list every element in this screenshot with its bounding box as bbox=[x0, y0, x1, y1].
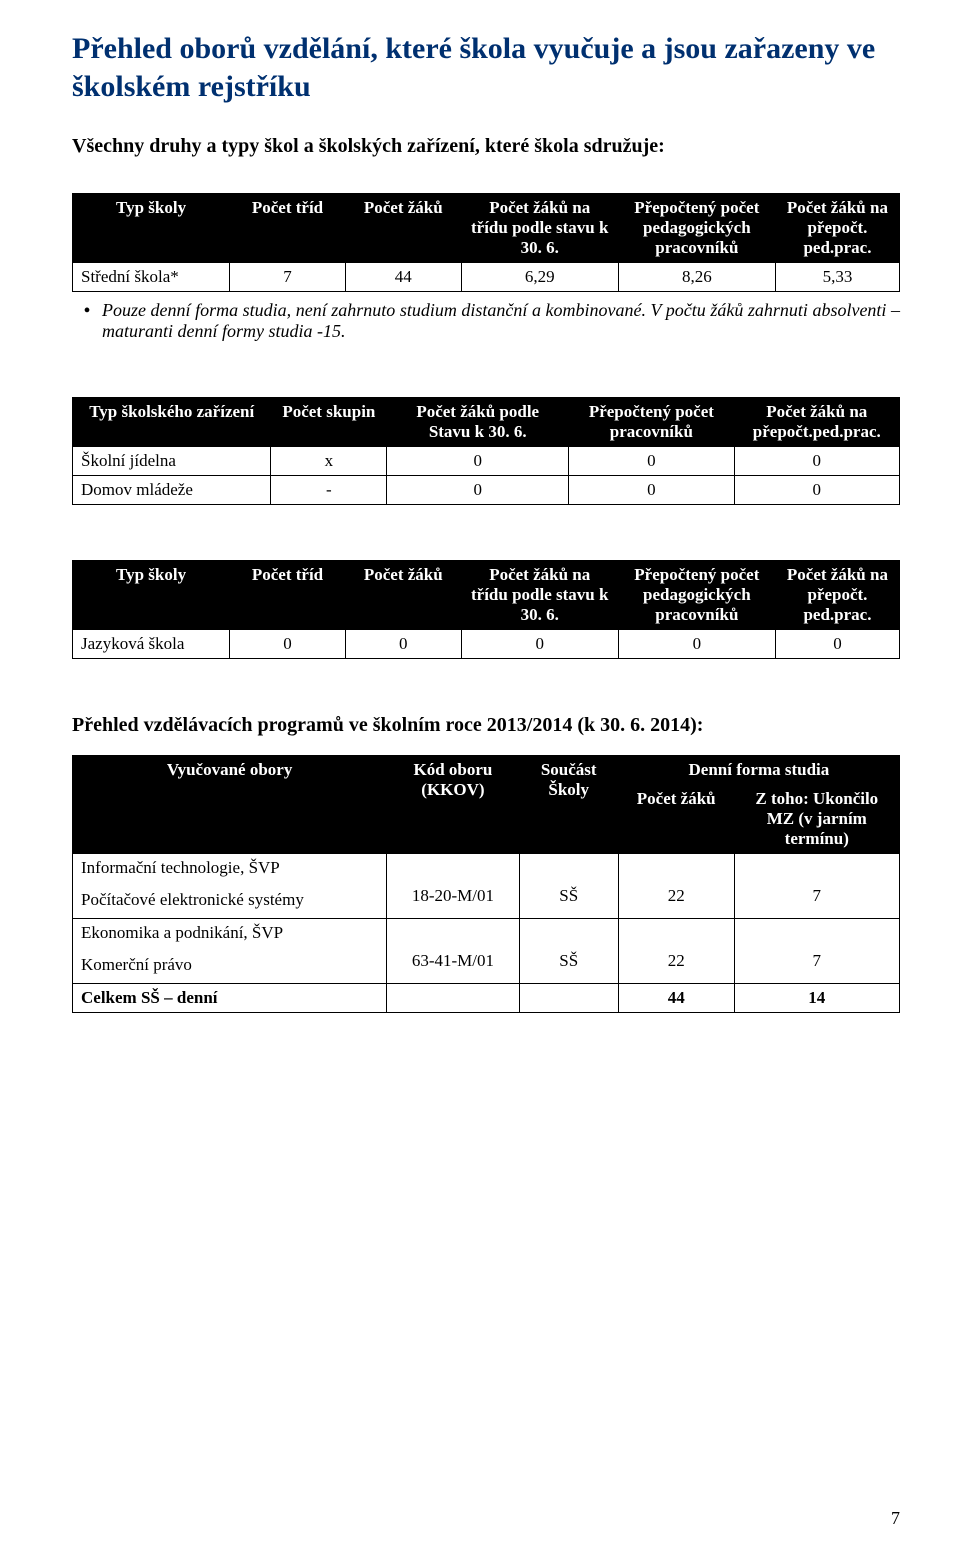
t1-r0-c1: 7 bbox=[230, 263, 346, 292]
t3-h3: Počet žáků na třídu podle stavu k 30. 6. bbox=[461, 561, 618, 630]
t2-h1: Počet skupin bbox=[271, 398, 387, 447]
language-school-table: Typ školy Počet tříd Počet žáků Počet žá… bbox=[72, 560, 900, 659]
pt-r3-c4: 7 bbox=[734, 947, 899, 984]
pt-r2-c4 bbox=[734, 919, 899, 948]
pt-r1-c3: 22 bbox=[618, 882, 734, 919]
t2-r0-c1: x bbox=[271, 447, 387, 476]
t3-r0-c2: 0 bbox=[345, 630, 461, 659]
pt-r4-c4: 14 bbox=[734, 984, 899, 1013]
t3-h2: Počet žáků bbox=[345, 561, 461, 630]
pt-r3-c3: 22 bbox=[618, 947, 734, 984]
t2-r0-c0: Školní jídelna bbox=[73, 447, 271, 476]
school-type-table: Typ školy Počet tříd Počet žáků Počet žá… bbox=[72, 193, 900, 292]
t1-r0-c2: 44 bbox=[345, 263, 461, 292]
pt-r1-c0: Počítačové elektronické systémy bbox=[73, 882, 387, 919]
pt-r0-c1 bbox=[387, 854, 519, 883]
t1-r0-c4: 8,26 bbox=[618, 263, 775, 292]
t1-h4: Přepočtený počet pedagogických pracovník… bbox=[618, 194, 775, 263]
t3-r0-c3: 0 bbox=[461, 630, 618, 659]
pt-r0-c2 bbox=[519, 854, 618, 883]
t3-h5: Počet žáků na přepočt. ped.prac. bbox=[775, 561, 899, 630]
pt-r4-c2 bbox=[519, 984, 618, 1013]
pt-r1-c2: SŠ bbox=[519, 882, 618, 919]
t2-r0-c4: 0 bbox=[734, 447, 899, 476]
footnote-text: Pouze denní forma studia, není zahrnuto … bbox=[102, 300, 900, 342]
t3-r0-c1: 0 bbox=[230, 630, 346, 659]
t2-r0-c2: 0 bbox=[387, 447, 569, 476]
pt-r4-c3: 44 bbox=[618, 984, 734, 1013]
t1-r0-c3: 6,29 bbox=[461, 263, 618, 292]
pt-r0-c4 bbox=[734, 854, 899, 883]
pt-r3-c1: 63-41-M/01 bbox=[387, 947, 519, 984]
pt-h-completed: Z toho: Ukončilo MZ (v jarním termínu) bbox=[734, 785, 899, 854]
t3-r0-c0: Jazyková škola bbox=[73, 630, 230, 659]
footnote: • Pouze denní forma studia, není zahrnut… bbox=[72, 300, 900, 342]
programs-table: Vyučované obory Kód oboru (KKOV) Součást… bbox=[72, 755, 900, 1013]
t2-r1-c2: 0 bbox=[387, 476, 569, 505]
pt-h-subjects: Vyučované obory bbox=[73, 756, 387, 854]
pt-r1-c4: 7 bbox=[734, 882, 899, 919]
intro-text: Všechny druhy a typy škol a školských za… bbox=[72, 135, 900, 158]
t2-r1-c4: 0 bbox=[734, 476, 899, 505]
pt-r2-c0: Ekonomika a podnikání, ŠVP bbox=[73, 919, 387, 948]
pt-r3-c0: Komerční právo bbox=[73, 947, 387, 984]
pt-r4-c1 bbox=[387, 984, 519, 1013]
t2-r1-c0: Domov mládeže bbox=[73, 476, 271, 505]
page-number: 7 bbox=[891, 1508, 900, 1529]
pt-r0-c3 bbox=[618, 854, 734, 883]
t3-r0-c5: 0 bbox=[775, 630, 899, 659]
t1-h0: Typ školy bbox=[73, 194, 230, 263]
pt-h-code: Kód oboru (KKOV) bbox=[387, 756, 519, 854]
t2-h2: Počet žáků podle Stavu k 30. 6. bbox=[387, 398, 569, 447]
pt-r2-c2 bbox=[519, 919, 618, 948]
pt-r4-c0: Celkem SŠ – denní bbox=[73, 984, 387, 1013]
page-title: Přehled oborů vzdělání, které škola vyuč… bbox=[72, 30, 900, 105]
t3-h4: Přepočtený počet pedagogických pracovník… bbox=[618, 561, 775, 630]
t2-h0: Typ školského zařízení bbox=[73, 398, 271, 447]
t2-r0-c3: 0 bbox=[569, 447, 734, 476]
bullet-icon: • bbox=[72, 300, 102, 342]
pt-r0-c0: Informační technologie, ŠVP bbox=[73, 854, 387, 883]
t3-h0: Typ školy bbox=[73, 561, 230, 630]
t3-r0-c4: 0 bbox=[618, 630, 775, 659]
t2-h3: Přepočtený počet pracovníků bbox=[569, 398, 734, 447]
facility-table: Typ školského zařízení Počet skupin Poče… bbox=[72, 397, 900, 505]
t2-r1-c3: 0 bbox=[569, 476, 734, 505]
t2-r1-c1: - bbox=[271, 476, 387, 505]
t1-r0-c5: 5,33 bbox=[775, 263, 899, 292]
t1-h1: Počet tříd bbox=[230, 194, 346, 263]
t2-h4: Počet žáků na přepočt.ped.prac. bbox=[734, 398, 899, 447]
t1-h5: Počet žáků na přepočt. ped.prac. bbox=[775, 194, 899, 263]
pt-r1-c1: 18-20-M/01 bbox=[387, 882, 519, 919]
pt-h-daily: Denní forma studia bbox=[618, 756, 899, 785]
pt-r2-c3 bbox=[618, 919, 734, 948]
t3-h1: Počet tříd bbox=[230, 561, 346, 630]
pt-r3-c2: SŠ bbox=[519, 947, 618, 984]
pt-h-count: Počet žáků bbox=[618, 785, 734, 854]
t1-r0-c0: Střední škola* bbox=[73, 263, 230, 292]
programs-heading: Přehled vzdělávacích programů ve školním… bbox=[72, 714, 900, 737]
t1-h3: Počet žáků na třídu podle stavu k 30. 6. bbox=[461, 194, 618, 263]
t1-h2: Počet žáků bbox=[345, 194, 461, 263]
pt-r2-c1 bbox=[387, 919, 519, 948]
pt-h-component: Součást Školy bbox=[519, 756, 618, 854]
